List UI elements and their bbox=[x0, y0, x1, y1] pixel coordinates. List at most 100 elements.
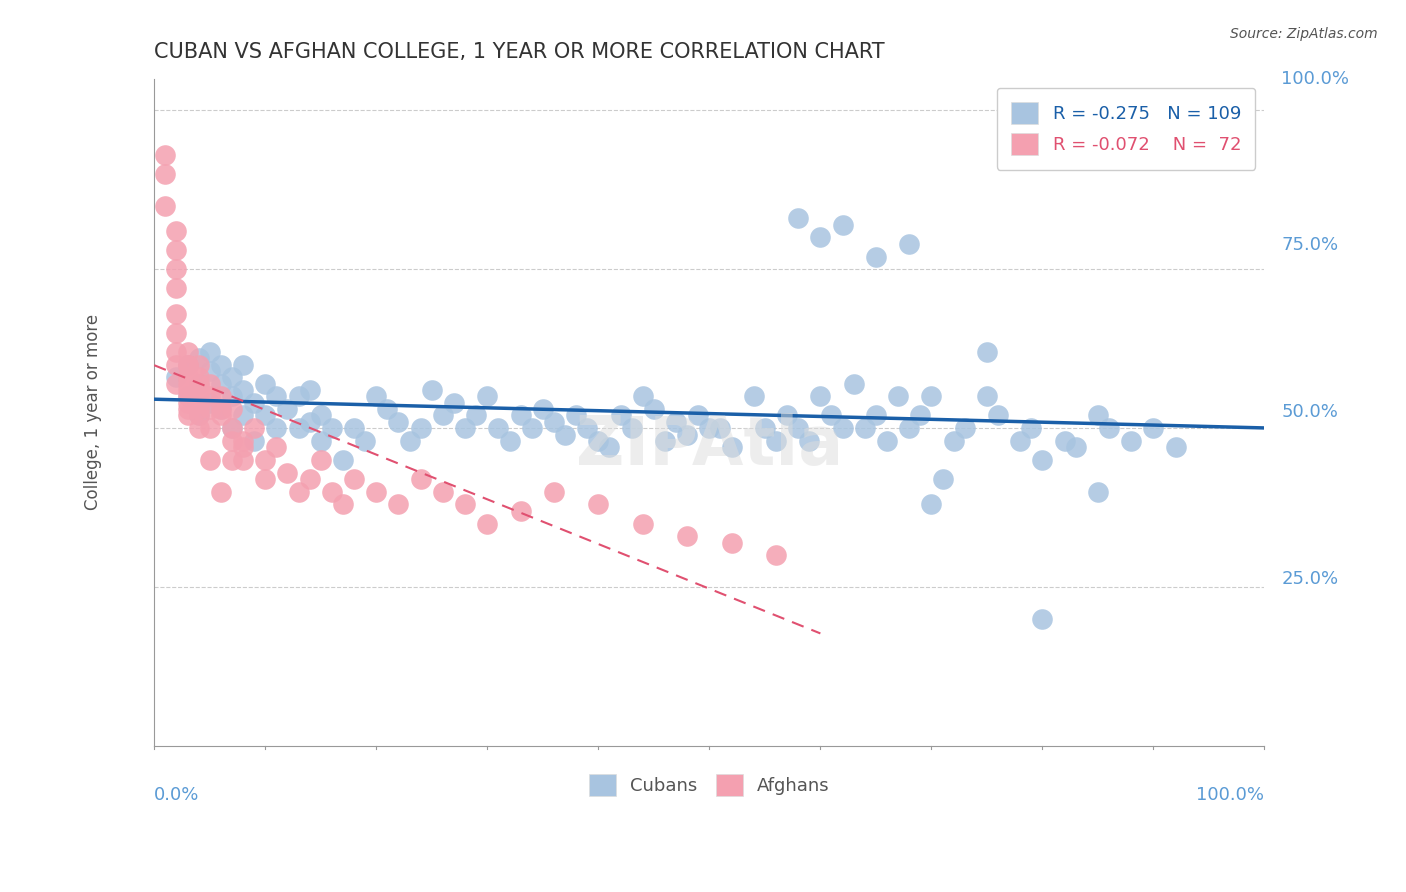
Point bbox=[198, 376, 221, 391]
Point bbox=[454, 498, 477, 512]
Point bbox=[232, 453, 254, 467]
Point bbox=[221, 421, 243, 435]
Point bbox=[165, 376, 187, 391]
Point bbox=[198, 453, 221, 467]
Point bbox=[720, 535, 742, 549]
Point bbox=[209, 402, 232, 417]
Point bbox=[754, 421, 776, 435]
Point bbox=[298, 383, 321, 397]
Point bbox=[1164, 440, 1187, 454]
Point bbox=[198, 421, 221, 435]
Point bbox=[266, 440, 288, 454]
Point bbox=[187, 396, 209, 410]
Point bbox=[509, 504, 531, 518]
Point bbox=[165, 307, 187, 321]
Point bbox=[787, 421, 810, 435]
Point bbox=[820, 409, 842, 423]
Text: Source: ZipAtlas.com: Source: ZipAtlas.com bbox=[1230, 27, 1378, 41]
Point bbox=[276, 466, 298, 480]
Point bbox=[1031, 453, 1053, 467]
Text: 25.0%: 25.0% bbox=[1281, 570, 1339, 588]
Point bbox=[266, 389, 288, 403]
Point bbox=[631, 516, 654, 531]
Point bbox=[409, 421, 432, 435]
Point bbox=[643, 402, 665, 417]
Point bbox=[509, 409, 531, 423]
Point bbox=[165, 262, 187, 277]
Point bbox=[176, 358, 198, 372]
Point bbox=[477, 516, 499, 531]
Point bbox=[155, 199, 177, 213]
Point bbox=[776, 409, 799, 423]
Point bbox=[155, 148, 177, 162]
Point bbox=[165, 244, 187, 258]
Point bbox=[332, 498, 354, 512]
Point bbox=[898, 236, 921, 251]
Text: 75.0%: 75.0% bbox=[1281, 236, 1339, 254]
Point bbox=[209, 402, 232, 417]
Point bbox=[232, 409, 254, 423]
Point bbox=[465, 409, 488, 423]
Point bbox=[221, 389, 243, 403]
Point bbox=[1142, 421, 1164, 435]
Point bbox=[266, 421, 288, 435]
Point bbox=[432, 409, 454, 423]
Point bbox=[321, 421, 343, 435]
Point bbox=[853, 421, 876, 435]
Point bbox=[198, 396, 221, 410]
Point bbox=[1021, 421, 1043, 435]
Point bbox=[876, 434, 898, 448]
Point bbox=[232, 440, 254, 454]
Point bbox=[865, 409, 887, 423]
Point bbox=[309, 409, 332, 423]
Point bbox=[486, 421, 509, 435]
Text: 100.0%: 100.0% bbox=[1281, 70, 1350, 87]
Point bbox=[1098, 421, 1121, 435]
Point bbox=[554, 427, 576, 442]
Point bbox=[1087, 409, 1109, 423]
Point bbox=[976, 389, 998, 403]
Point bbox=[765, 434, 787, 448]
Point bbox=[799, 434, 821, 448]
Point bbox=[831, 421, 853, 435]
Point bbox=[654, 434, 676, 448]
Point bbox=[520, 421, 543, 435]
Text: College, 1 year or more: College, 1 year or more bbox=[84, 314, 103, 510]
Point bbox=[354, 434, 377, 448]
Point bbox=[187, 389, 209, 403]
Point bbox=[953, 421, 976, 435]
Point bbox=[198, 364, 221, 378]
Point bbox=[931, 472, 953, 486]
Point bbox=[176, 383, 198, 397]
Point bbox=[1031, 612, 1053, 626]
Point bbox=[676, 529, 699, 543]
Point bbox=[620, 421, 643, 435]
Point bbox=[209, 484, 232, 499]
Point bbox=[366, 484, 388, 499]
Point bbox=[187, 351, 209, 366]
Point bbox=[221, 402, 243, 417]
Point bbox=[287, 389, 309, 403]
Point bbox=[808, 389, 831, 403]
Point bbox=[631, 389, 654, 403]
Point bbox=[155, 167, 177, 181]
Point bbox=[254, 376, 277, 391]
Point bbox=[309, 434, 332, 448]
Point bbox=[176, 409, 198, 423]
Point bbox=[1087, 484, 1109, 499]
Point bbox=[298, 415, 321, 429]
Point bbox=[276, 402, 298, 417]
Point bbox=[176, 389, 198, 403]
Point bbox=[366, 389, 388, 403]
Point bbox=[187, 376, 209, 391]
Point bbox=[176, 376, 198, 391]
Point bbox=[565, 409, 588, 423]
Point bbox=[377, 402, 399, 417]
Point bbox=[588, 434, 610, 448]
Point bbox=[209, 358, 232, 372]
Point bbox=[176, 370, 198, 384]
Point bbox=[321, 484, 343, 499]
Point bbox=[432, 484, 454, 499]
Point bbox=[765, 549, 787, 563]
Point bbox=[287, 484, 309, 499]
